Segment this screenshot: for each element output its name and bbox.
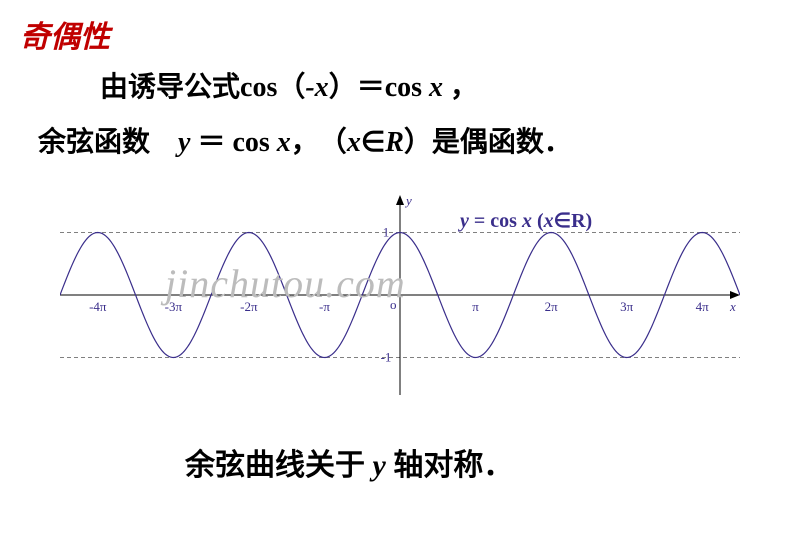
- svg-text:4π: 4π: [696, 299, 710, 314]
- formula-line-1: 由诱导公式cos（-x）＝cos x ，: [100, 65, 478, 105]
- svg-text:-4π: -4π: [89, 299, 107, 314]
- svg-text:π: π: [472, 299, 479, 314]
- svg-text:-1: -1: [381, 350, 392, 365]
- formula-line-2: 余弦函数 y ＝ cos x， （x∈R）是偶函数．: [38, 120, 572, 160]
- svg-text:y: y: [404, 195, 412, 208]
- svg-text:-π: -π: [319, 299, 330, 314]
- svg-text:2π: 2π: [545, 299, 559, 314]
- svg-text:3π: 3π: [620, 299, 634, 314]
- svg-text:1: 1: [383, 225, 390, 240]
- svg-text:-2π: -2π: [240, 299, 258, 314]
- svg-text:o: o: [390, 297, 397, 312]
- cosine-chart-svg: y x 1 -1 -4π -3π -2π -π π 2π 3π 4π o: [60, 195, 740, 395]
- section-title: 奇偶性: [20, 12, 110, 56]
- conclusion-line: 余弦曲线关于 y 轴对称．: [185, 440, 513, 484]
- svg-text:x: x: [729, 299, 736, 314]
- svg-text:-3π: -3π: [165, 299, 183, 314]
- cosine-chart: jinchutou.com yx1-1-4π-3π-2π-ππ2π3π4πo: [60, 195, 740, 395]
